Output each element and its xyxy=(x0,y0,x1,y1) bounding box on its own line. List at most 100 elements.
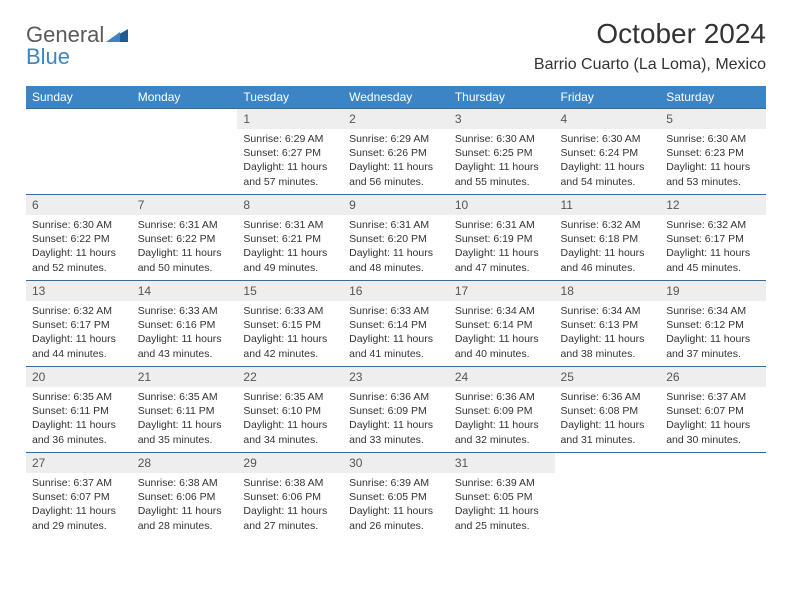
day-number: 24 xyxy=(449,367,555,387)
daylight-text: Daylight: 11 hours and 55 minutes. xyxy=(455,160,549,188)
sunrise-text: Sunrise: 6:31 AM xyxy=(455,218,549,232)
sunset-text: Sunset: 6:25 PM xyxy=(455,146,549,160)
sunrise-text: Sunrise: 6:33 AM xyxy=(349,304,443,318)
day-header: Friday xyxy=(555,86,661,109)
sunrise-text: Sunrise: 6:38 AM xyxy=(138,476,232,490)
day-number: 11 xyxy=(555,195,661,215)
sunset-text: Sunset: 6:07 PM xyxy=(666,404,760,418)
daylight-text: Daylight: 11 hours and 50 minutes. xyxy=(138,246,232,274)
sunset-text: Sunset: 6:05 PM xyxy=(349,490,443,504)
day-details: Sunrise: 6:30 AMSunset: 6:25 PMDaylight:… xyxy=(449,129,555,193)
sunrise-text: Sunrise: 6:33 AM xyxy=(138,304,232,318)
day-details: Sunrise: 6:29 AMSunset: 6:27 PMDaylight:… xyxy=(237,129,343,193)
sunrise-text: Sunrise: 6:35 AM xyxy=(138,390,232,404)
day-details: Sunrise: 6:39 AMSunset: 6:05 PMDaylight:… xyxy=(343,473,449,537)
week-row: 13Sunrise: 6:32 AMSunset: 6:17 PMDayligh… xyxy=(26,281,766,367)
day-number: 28 xyxy=(132,453,238,473)
sunrise-text: Sunrise: 6:31 AM xyxy=(349,218,443,232)
sunset-text: Sunset: 6:14 PM xyxy=(349,318,443,332)
day-cell: 7Sunrise: 6:31 AMSunset: 6:22 PMDaylight… xyxy=(132,195,238,281)
empty-day-cell xyxy=(660,453,766,539)
day-cell: 26Sunrise: 6:37 AMSunset: 6:07 PMDayligh… xyxy=(660,367,766,453)
day-cell: 18Sunrise: 6:34 AMSunset: 6:13 PMDayligh… xyxy=(555,281,661,367)
daylight-text: Daylight: 11 hours and 35 minutes. xyxy=(138,418,232,446)
sunset-text: Sunset: 6:07 PM xyxy=(32,490,126,504)
sunrise-text: Sunrise: 6:37 AM xyxy=(666,390,760,404)
sunrise-text: Sunrise: 6:30 AM xyxy=(561,132,655,146)
sunrise-text: Sunrise: 6:31 AM xyxy=(138,218,232,232)
day-header: Wednesday xyxy=(343,86,449,109)
sunrise-text: Sunrise: 6:30 AM xyxy=(666,132,760,146)
sunset-text: Sunset: 6:16 PM xyxy=(138,318,232,332)
day-number: 15 xyxy=(237,281,343,301)
day-cell: 30Sunrise: 6:39 AMSunset: 6:05 PMDayligh… xyxy=(343,453,449,539)
daylight-text: Daylight: 11 hours and 40 minutes. xyxy=(455,332,549,360)
day-details: Sunrise: 6:34 AMSunset: 6:13 PMDaylight:… xyxy=(555,301,661,365)
sunset-text: Sunset: 6:13 PM xyxy=(561,318,655,332)
daylight-text: Daylight: 11 hours and 38 minutes. xyxy=(561,332,655,360)
daylight-text: Daylight: 11 hours and 28 minutes. xyxy=(138,504,232,532)
day-cell: 19Sunrise: 6:34 AMSunset: 6:12 PMDayligh… xyxy=(660,281,766,367)
week-row: 20Sunrise: 6:35 AMSunset: 6:11 PMDayligh… xyxy=(26,367,766,453)
day-cell: 24Sunrise: 6:36 AMSunset: 6:09 PMDayligh… xyxy=(449,367,555,453)
day-details: Sunrise: 6:33 AMSunset: 6:16 PMDaylight:… xyxy=(132,301,238,365)
day-number: 21 xyxy=(132,367,238,387)
sunrise-text: Sunrise: 6:30 AM xyxy=(32,218,126,232)
day-details: Sunrise: 6:34 AMSunset: 6:12 PMDaylight:… xyxy=(660,301,766,365)
calendar-page: General Blue October 2024 Barrio Cuarto … xyxy=(0,0,792,539)
week-row: 6Sunrise: 6:30 AMSunset: 6:22 PMDaylight… xyxy=(26,195,766,281)
sunrise-text: Sunrise: 6:32 AM xyxy=(32,304,126,318)
day-number: 1 xyxy=(237,109,343,129)
day-cell: 31Sunrise: 6:39 AMSunset: 6:05 PMDayligh… xyxy=(449,453,555,539)
day-details: Sunrise: 6:32 AMSunset: 6:17 PMDaylight:… xyxy=(660,215,766,279)
day-cell: 27Sunrise: 6:37 AMSunset: 6:07 PMDayligh… xyxy=(26,453,132,539)
daylight-text: Daylight: 11 hours and 30 minutes. xyxy=(666,418,760,446)
empty-day-cell xyxy=(555,453,661,539)
day-cell: 4Sunrise: 6:30 AMSunset: 6:24 PMDaylight… xyxy=(555,109,661,195)
day-details: Sunrise: 6:36 AMSunset: 6:08 PMDaylight:… xyxy=(555,387,661,451)
logo-word2: Blue xyxy=(26,44,70,69)
sunset-text: Sunset: 6:26 PM xyxy=(349,146,443,160)
daylight-text: Daylight: 11 hours and 42 minutes. xyxy=(243,332,337,360)
sunset-text: Sunset: 6:08 PM xyxy=(561,404,655,418)
sunset-text: Sunset: 6:20 PM xyxy=(349,232,443,246)
sunrise-text: Sunrise: 6:37 AM xyxy=(32,476,126,490)
sunrise-text: Sunrise: 6:38 AM xyxy=(243,476,337,490)
day-cell: 21Sunrise: 6:35 AMSunset: 6:11 PMDayligh… xyxy=(132,367,238,453)
day-cell: 9Sunrise: 6:31 AMSunset: 6:20 PMDaylight… xyxy=(343,195,449,281)
month-title: October 2024 xyxy=(534,18,766,50)
daylight-text: Daylight: 11 hours and 32 minutes. xyxy=(455,418,549,446)
sunset-text: Sunset: 6:06 PM xyxy=(243,490,337,504)
sunset-text: Sunset: 6:17 PM xyxy=(32,318,126,332)
day-details: Sunrise: 6:31 AMSunset: 6:19 PMDaylight:… xyxy=(449,215,555,279)
sunset-text: Sunset: 6:12 PM xyxy=(666,318,760,332)
day-number: 23 xyxy=(343,367,449,387)
day-cell: 1Sunrise: 6:29 AMSunset: 6:27 PMDaylight… xyxy=(237,109,343,195)
sunrise-text: Sunrise: 6:29 AM xyxy=(243,132,337,146)
day-cell: 10Sunrise: 6:31 AMSunset: 6:19 PMDayligh… xyxy=(449,195,555,281)
day-cell: 8Sunrise: 6:31 AMSunset: 6:21 PMDaylight… xyxy=(237,195,343,281)
daylight-text: Daylight: 11 hours and 34 minutes. xyxy=(243,418,337,446)
sunset-text: Sunset: 6:10 PM xyxy=(243,404,337,418)
daylight-text: Daylight: 11 hours and 43 minutes. xyxy=(138,332,232,360)
daylight-text: Daylight: 11 hours and 37 minutes. xyxy=(666,332,760,360)
daylight-text: Daylight: 11 hours and 57 minutes. xyxy=(243,160,337,188)
day-details: Sunrise: 6:34 AMSunset: 6:14 PMDaylight:… xyxy=(449,301,555,365)
day-number: 8 xyxy=(237,195,343,215)
day-number: 18 xyxy=(555,281,661,301)
day-cell: 13Sunrise: 6:32 AMSunset: 6:17 PMDayligh… xyxy=(26,281,132,367)
day-cell: 17Sunrise: 6:34 AMSunset: 6:14 PMDayligh… xyxy=(449,281,555,367)
day-cell: 14Sunrise: 6:33 AMSunset: 6:16 PMDayligh… xyxy=(132,281,238,367)
daylight-text: Daylight: 11 hours and 25 minutes. xyxy=(455,504,549,532)
sunset-text: Sunset: 6:24 PM xyxy=(561,146,655,160)
day-number: 22 xyxy=(237,367,343,387)
day-number: 9 xyxy=(343,195,449,215)
day-number: 29 xyxy=(237,453,343,473)
sunset-text: Sunset: 6:17 PM xyxy=(666,232,760,246)
sunset-text: Sunset: 6:19 PM xyxy=(455,232,549,246)
daylight-text: Daylight: 11 hours and 44 minutes. xyxy=(32,332,126,360)
title-block: October 2024 Barrio Cuarto (La Loma), Me… xyxy=(534,18,766,82)
day-number: 5 xyxy=(660,109,766,129)
sunrise-text: Sunrise: 6:32 AM xyxy=(666,218,760,232)
day-cell: 2Sunrise: 6:29 AMSunset: 6:26 PMDaylight… xyxy=(343,109,449,195)
